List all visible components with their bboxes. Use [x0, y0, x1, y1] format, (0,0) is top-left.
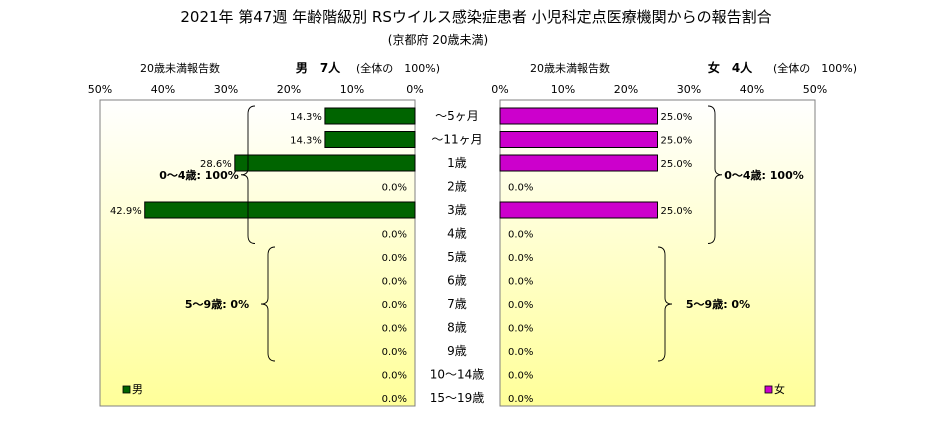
category-label: 8歳	[447, 321, 467, 335]
male-bar-label: 28.6%	[200, 159, 232, 170]
male-group-label: 0～4歳: 100%	[159, 168, 239, 182]
male-bar	[324, 131, 416, 148]
female-bar-label: 25.0%	[661, 159, 693, 170]
male-group-label: 5～9歳: 0%	[185, 297, 249, 311]
male-bar-label: 0.0%	[382, 371, 407, 382]
group-brace	[657, 246, 673, 362]
male-x-tick: 20%	[277, 83, 301, 96]
category-label: 9歳	[447, 344, 467, 358]
group-brace	[260, 246, 276, 362]
female-bar-label: 0.0%	[508, 230, 533, 241]
female-bar-label: 0.0%	[508, 253, 533, 264]
female-bar	[499, 107, 658, 125]
category-label: 1歳	[447, 156, 467, 170]
category-label: ～11ヶ月	[431, 133, 482, 147]
male-count-label: 20歳未満報告数	[140, 62, 220, 75]
female-bar-label: 0.0%	[508, 371, 533, 382]
male-bar-label: 0.0%	[382, 347, 407, 358]
female-count-label: 20歳未満報告数	[530, 62, 610, 75]
male-total-label: 男 7人	[296, 60, 341, 75]
category-label: 2歳	[447, 180, 467, 194]
male-plot-area	[99, 99, 416, 407]
male-bar-label: 0.0%	[382, 253, 407, 264]
male-legend-label: 男	[132, 383, 143, 396]
category-label: 4歳	[447, 227, 467, 241]
category-label: 7歳	[447, 297, 467, 311]
female-x-tick: 40%	[740, 83, 764, 96]
female-x-tick: 0%	[491, 83, 508, 96]
male-bar-label: 14.3%	[290, 136, 322, 147]
male-bar-label: 0.0%	[382, 183, 407, 194]
female-bar	[499, 201, 658, 219]
female-plot-area	[499, 99, 816, 407]
female-bar	[499, 131, 658, 148]
male-legend-swatch	[122, 385, 131, 394]
category-label: ～5ヶ月	[435, 109, 479, 123]
female-bar-label: 0.0%	[508, 183, 533, 194]
female-group-label: 5～9歳: 0%	[686, 297, 750, 311]
category-label: 3歳	[447, 203, 467, 217]
category-label: 10～14歳	[430, 368, 485, 382]
male-x-tick: 0%	[406, 83, 423, 96]
female-bar-label: 0.0%	[508, 394, 533, 405]
male-x-tick: 30%	[214, 83, 238, 96]
group-brace	[707, 105, 723, 244]
male-bar-label: 14.3%	[290, 112, 322, 123]
female-x-tick: 30%	[677, 83, 701, 96]
category-label: 6歳	[447, 274, 467, 288]
male-bar	[144, 201, 416, 219]
male-bar	[324, 107, 416, 125]
female-bar-label: 0.0%	[508, 324, 533, 335]
female-x-tick: 10%	[551, 83, 575, 96]
male-x-tick: 50%	[88, 83, 112, 96]
chart-title: 2021年 第47週 年齢階級別 RSウイルス感染症患者 小児科定点医療機関から…	[180, 8, 771, 26]
male-x-tick: 10%	[340, 83, 364, 96]
male-bar-label: 0.0%	[382, 394, 407, 405]
female-legend-label: 女	[774, 382, 785, 396]
male-bar-label: 0.0%	[382, 324, 407, 335]
female-total-label: 女 4人	[708, 60, 753, 75]
category-label: 15～19歳	[430, 391, 485, 405]
female-group-label: 0～4歳: 100%	[724, 168, 804, 182]
female-bar-label: 0.0%	[508, 347, 533, 358]
male-bar-label: 42.9%	[110, 206, 142, 217]
male-bar-label: 0.0%	[382, 230, 407, 241]
female-x-tick: 50%	[803, 83, 827, 96]
female-bar	[499, 154, 658, 172]
female-bar-label: 25.0%	[661, 206, 693, 217]
male-bar-label: 0.0%	[382, 300, 407, 311]
male-bar	[234, 154, 416, 172]
male-percent-note: (全体の 100%)	[356, 61, 440, 75]
category-label: 5歳	[447, 250, 467, 264]
female-bar-label: 0.0%	[508, 300, 533, 311]
female-bar-label: 0.0%	[508, 277, 533, 288]
male-bar-label: 0.0%	[382, 277, 407, 288]
female-bar-label: 25.0%	[661, 136, 693, 147]
chart-subtitle: (京都府 20歳未満)	[388, 32, 488, 47]
female-x-tick: 20%	[614, 83, 638, 96]
female-legend-swatch	[764, 385, 773, 394]
male-x-tick: 40%	[151, 83, 175, 96]
female-bar-label: 25.0%	[661, 112, 693, 123]
group-brace	[240, 105, 256, 244]
female-percent-note: (全体の 100%)	[773, 61, 857, 75]
